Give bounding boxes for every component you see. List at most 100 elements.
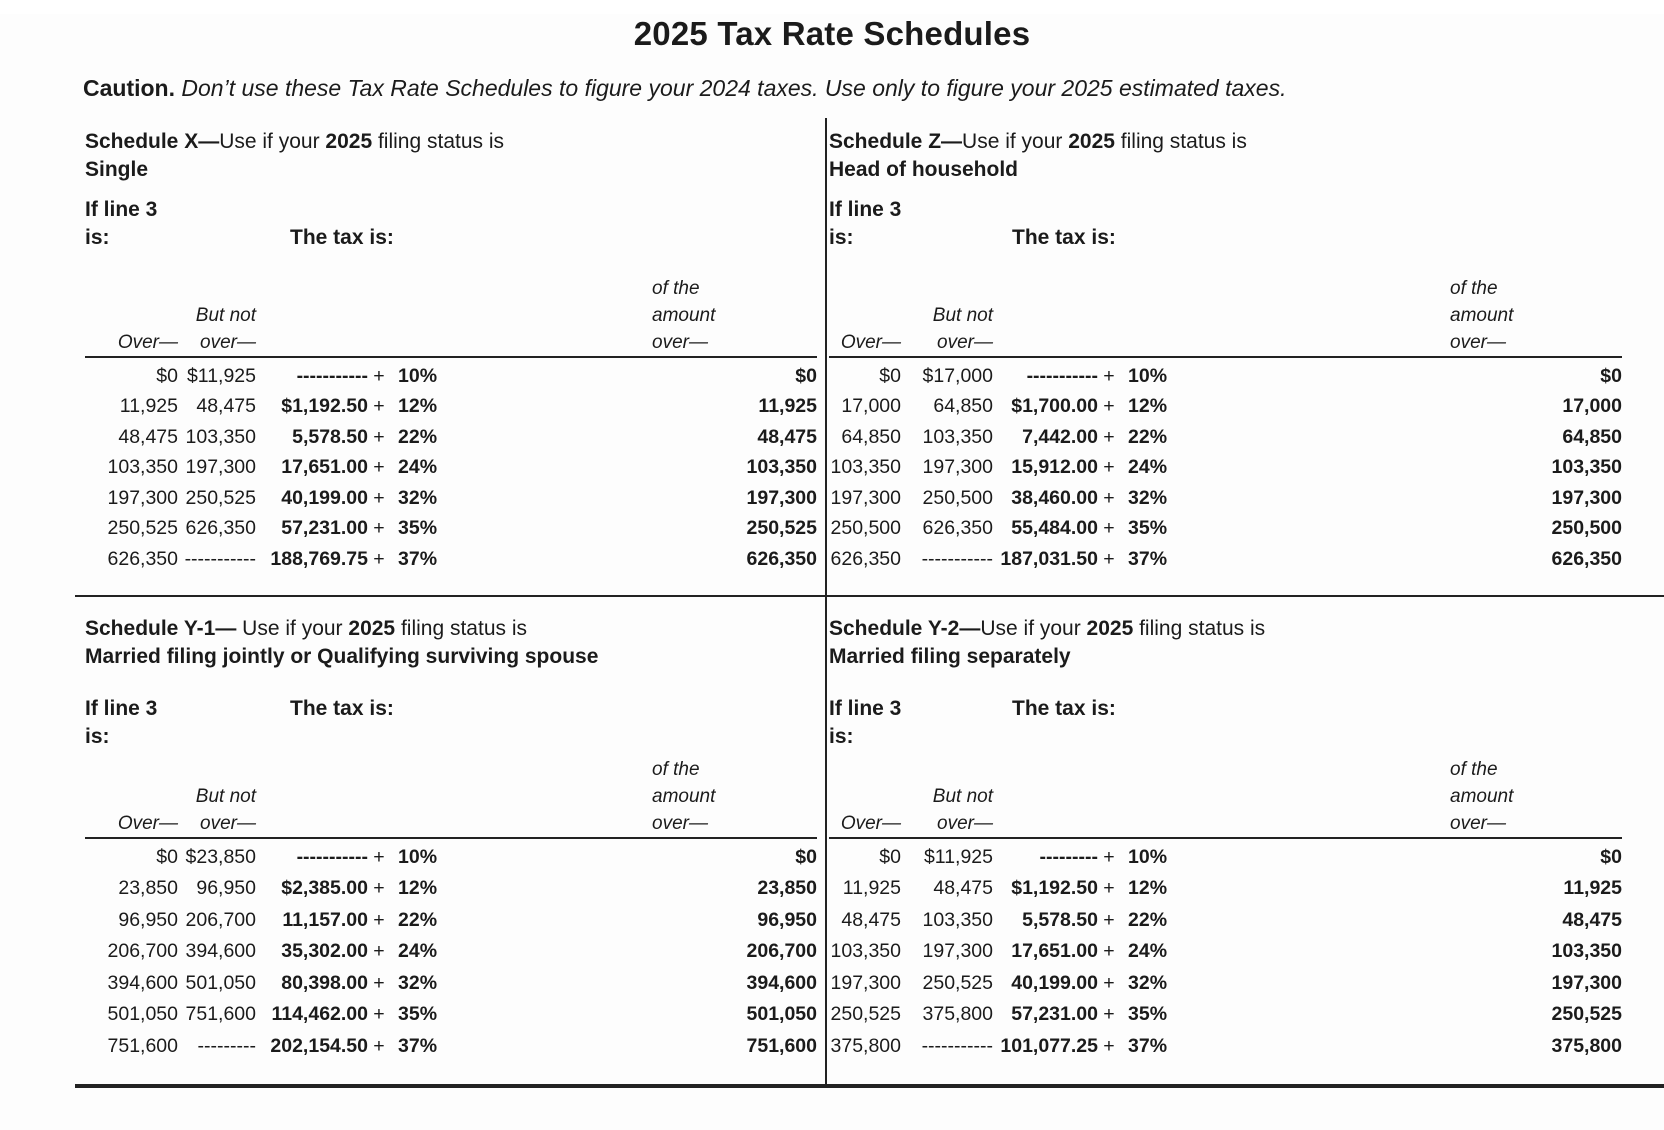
plus-sign: + — [373, 486, 385, 509]
amount-header: amount — [1450, 785, 1514, 807]
tax-bracket-row: $0 $17,000 ----------- + 10% $0 — [829, 361, 1622, 392]
rate-percent: 24% — [1128, 940, 1168, 962]
base-tax-value: 17,651.00 — [281, 456, 368, 478]
but-not-header: But not — [195, 785, 256, 807]
rate-percent: 12% — [398, 877, 438, 899]
plus-sign: + — [373, 517, 385, 539]
over-header-3: over— — [652, 812, 708, 834]
if-line3-label: If line 3 — [829, 696, 902, 720]
over-value: 103,350 — [107, 456, 179, 478]
tax-bracket-row: $0 $23,850 ----------- + 10% $0 — [85, 842, 817, 874]
caution-text: Don’t use these Tax Rate Schedules to fi… — [181, 75, 1287, 101]
amount-over-value: 501,050 — [746, 1003, 818, 1025]
rate-percent: 12% — [398, 395, 438, 417]
condition-row: If line 3 is: The tax is: — [829, 695, 1622, 751]
base-tax-value: 114,462.00 — [271, 1003, 368, 1025]
amount-over-value: 11,925 — [758, 395, 817, 417]
amount-over-value: $0 — [795, 364, 817, 387]
condition-row: If line 3 is: The tax is: — [85, 196, 817, 252]
tax-bracket-row: 751,600 --------- 202,154.50 + 37% 751,6… — [85, 1031, 818, 1063]
amount-over-value: 626,350 — [746, 547, 818, 570]
amount-over-value: 48,475 — [1562, 908, 1622, 931]
tax-bracket-row: 626,350 ----------- 188,769.75 + 37% 626… — [85, 544, 818, 575]
amount-over-value: 96,950 — [757, 908, 817, 931]
over-value: 197,300 — [107, 486, 179, 509]
tax-rate-schedules-page: 2025 Tax Rate Schedules Caution. Don’t u… — [0, 14, 1664, 1130]
amount-over-value: 197,300 — [746, 486, 818, 509]
filing-status: Single — [85, 158, 149, 181]
base-tax-value: --------- — [1039, 845, 1098, 868]
condition-row: If line 3 is: The tax is: — [829, 196, 1622, 252]
over-value: 250,525 — [107, 517, 179, 539]
plus-sign: + — [373, 908, 385, 931]
plus-sign: + — [1103, 908, 1115, 931]
schedule-title-mid: Use if your — [236, 616, 349, 640]
schedule-y1-rows: $0 $23,850 ----------- + 10% $0 23,850 9… — [85, 839, 818, 1085]
schedule-y2-rows: $0 $11,925 --------- + 10% $0 11,925 48,… — [829, 839, 1623, 1085]
but-not-over-value: 250,525 — [922, 971, 994, 994]
column-headers: of the But not amount Over— over— over— — [85, 276, 817, 358]
schedule-title-year: 2025 — [325, 130, 373, 153]
but-not-header: But not — [932, 305, 993, 326]
but-not-over-value: 64,850 — [933, 395, 993, 417]
is-label: is: — [829, 226, 854, 249]
but-not-over-value: 375,800 — [922, 1003, 994, 1025]
plus-sign: + — [1103, 1003, 1115, 1025]
rate-percent: 12% — [1128, 877, 1168, 899]
amount-header: amount — [1450, 305, 1514, 326]
over-header-3: over— — [652, 332, 708, 353]
over-header-3: over— — [1450, 812, 1506, 834]
over-value: $0 — [879, 845, 901, 868]
schedule-title-mid: Use if your — [980, 616, 1087, 640]
but-not-over-value: 394,600 — [185, 940, 257, 962]
over-value: 206,700 — [107, 940, 179, 962]
over-value: 250,525 — [830, 1003, 902, 1025]
schedule-y1-header: Schedule Y-1— Use if your 2025 filing st… — [85, 597, 817, 839]
schedule-section-y1: Schedule Y-1— Use if your 2025 filing st… — [75, 597, 825, 1088]
rate-percent: 10% — [1128, 364, 1168, 387]
over-value: $0 — [879, 364, 901, 387]
tax-bracket-row: 197,300 250,500 38,460.00 + 32% 197,300 — [829, 483, 1623, 514]
but-not-over-value: $11,925 — [923, 845, 993, 868]
base-tax-value: 35,302.00 — [281, 940, 368, 962]
over-value: 626,350 — [107, 547, 179, 570]
schedule-title-name: Schedule X— — [85, 130, 220, 153]
schedule-title-tail: filing status is — [395, 616, 527, 640]
base-tax-value: 38,460.00 — [1011, 486, 1098, 509]
rate-percent: 32% — [398, 971, 438, 994]
base-tax-value: $1,700.00 — [1011, 395, 1098, 417]
rate-percent: 24% — [398, 940, 438, 962]
rate-percent: 35% — [1128, 1003, 1168, 1025]
base-tax-value: 40,199.00 — [1011, 971, 1098, 994]
rate-percent: 12% — [1128, 395, 1168, 417]
tax-bracket-row: 206,700 394,600 35,302.00 + 24% 206,700 — [85, 936, 818, 968]
base-tax-value: 57,231.00 — [281, 517, 368, 539]
plus-sign: + — [373, 1034, 385, 1057]
base-tax-value: 11,157.00 — [282, 908, 368, 931]
tax-bracket-row: 250,525 375,800 57,231.00 + 35% 250,525 — [829, 999, 1623, 1031]
rate-percent: 22% — [398, 908, 438, 931]
tax-bracket-row: 48,475 103,350 5,578.50 + 22% 48,475 — [829, 905, 1622, 937]
but-not-over-value: 48,475 — [196, 395, 256, 417]
amount-over-value: 197,300 — [1551, 486, 1623, 509]
schedule-title-tail: filing status is — [372, 130, 505, 153]
tax-bracket-row: 17,000 64,850 $1,700.00 + 12% 17,000 — [829, 392, 1622, 423]
schedule-title-name: Schedule Y-2— — [829, 616, 981, 640]
over-value: 96,950 — [118, 908, 178, 931]
over-value: 394,600 — [107, 971, 179, 994]
rate-percent: 32% — [398, 486, 438, 509]
base-tax-value: 15,912.00 — [1011, 456, 1098, 478]
but-not-over-value: 48,475 — [933, 877, 993, 899]
tax-bracket-row: 103,350 197,300 17,651.00 + 24% 103,350 — [85, 453, 818, 484]
tax-bracket-row: 96,950 206,700 11,157.00 + 22% 96,950 — [85, 905, 817, 937]
amount-over-value: 250,525 — [1551, 1003, 1623, 1025]
filing-status: Married filing separately — [829, 644, 1071, 668]
tax-is-label: The tax is: — [290, 226, 394, 249]
tax-bracket-row: 375,800 ----------- 101,077.25 + 37% 375… — [829, 1031, 1623, 1063]
amount-over-value: 626,350 — [1551, 547, 1623, 570]
over-value: 250,500 — [830, 517, 902, 539]
base-tax-value: ----------- — [296, 845, 368, 868]
over-value: $0 — [156, 364, 178, 387]
plus-sign: + — [1103, 845, 1115, 868]
column-headers: of the But not amount Over— over— over— — [829, 757, 1622, 839]
